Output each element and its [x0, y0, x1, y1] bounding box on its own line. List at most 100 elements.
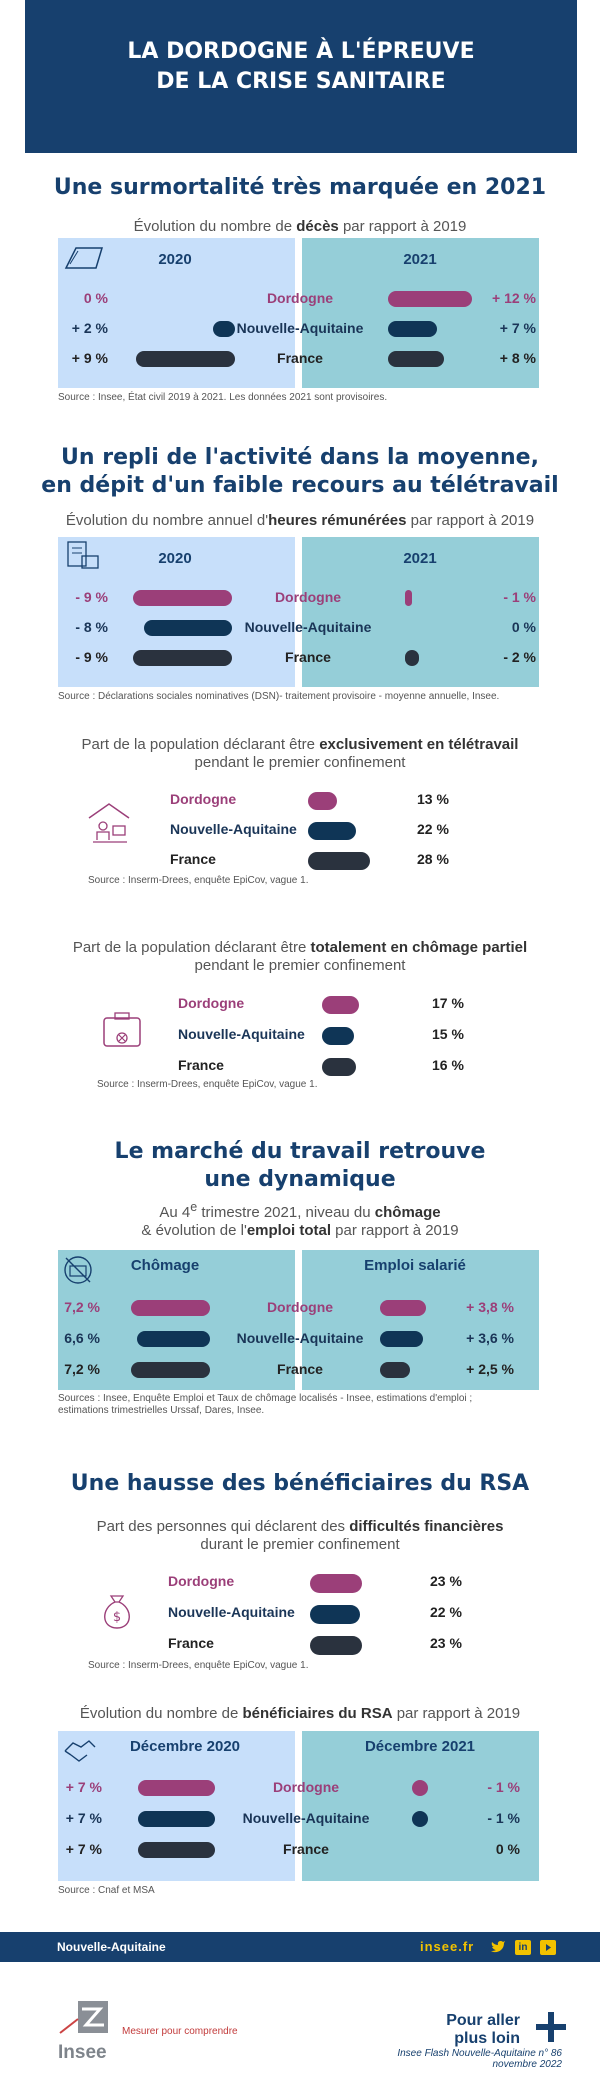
- section1-right-bar-nouvelle-aquitaine: [388, 321, 437, 337]
- section4-bar-france: [310, 1636, 362, 1655]
- rsa-left-bar-france: [138, 1842, 215, 1858]
- partial-value-nouvelle-aquitaine: 15 %: [432, 1026, 464, 1042]
- section3-label-nouvelle-aquitaine: Nouvelle-Aquitaine: [236, 1330, 364, 1346]
- section1-left-value-france: + 9 %: [71, 350, 108, 366]
- rsa-label-france: France: [283, 1841, 329, 1857]
- rsa-left-value-nouvelle-aquitaine: + 7 %: [65, 1810, 102, 1826]
- section4-label-nouvelle-aquitaine: Nouvelle-Aquitaine: [168, 1604, 295, 1620]
- page-title-line1: LA DORDOGNE À L'ÉPREUVE: [127, 39, 475, 64]
- rsa-subtitle: Évolution du nombre de bénéficiaires du …: [79, 1705, 521, 1722]
- telework-source: Source : Inserm-Drees, enquête EpiCov, v…: [88, 875, 309, 886]
- section4-source: Source : Inserm-Drees, enquête EpiCov, v…: [88, 1660, 309, 1671]
- section1-left-value-nouvelle-aquitaine: + 2 %: [71, 320, 108, 336]
- telework-bar-france: [308, 852, 370, 870]
- publication-reference: Insee Flash Nouvelle-Aquitaine n° 86 nove…: [397, 2048, 562, 2070]
- section1-left-value-dordogne: 0 %: [83, 290, 108, 306]
- briefcase-cross-icon: [103, 1012, 141, 1047]
- section4-value-france: 23 %: [430, 1635, 462, 1651]
- insee-logo-mark: [59, 2001, 108, 2034]
- page-header: LA DORDOGNE À L'ÉPREUVE DE LA CRISE SANI…: [25, 0, 577, 153]
- twitter-icon[interactable]: [490, 1940, 506, 1955]
- section2-left-bar-nouvelle-aquitaine: [144, 620, 232, 636]
- section3-left-value-france: 7,2 %: [64, 1361, 100, 1377]
- section2-left-bar-france: [133, 650, 232, 666]
- telework-bar-dordogne: [308, 792, 337, 810]
- section3-right-bar-france: [380, 1362, 410, 1378]
- rsa-left-bar-dordogne: [138, 1780, 215, 1796]
- section2-label-dordogne: Dordogne: [274, 589, 342, 605]
- section4-subtitle: Part des personnes qui déclarent des dif…: [96, 1518, 504, 1553]
- section2-left-value-nouvelle-aquitaine: - 8 %: [75, 619, 108, 635]
- section4-title: Une hausse des bénéficiaires du RSA: [70, 1471, 530, 1496]
- section3-col-unemployment: Chômage: [130, 1257, 200, 1274]
- section3-subtitle: Au 4e trimestre 2021, niveau du chômage …: [141, 1200, 459, 1239]
- handshake-icon: [64, 1740, 96, 1762]
- section2-left-value-dordogne: - 9 %: [75, 589, 108, 605]
- section3-right-value-nouvelle-aquitaine: + 3,6 %: [466, 1330, 514, 1346]
- coffin-icon: [64, 247, 104, 269]
- section3-right-bar-dordogne: [380, 1300, 426, 1316]
- partial-label-nouvelle-aquitaine: Nouvelle-Aquitaine: [178, 1026, 305, 1042]
- rsa-right-value-france: 0 %: [495, 1841, 520, 1857]
- section3-source: Sources : Insee, Enquête Emploi et Taux …: [58, 1393, 473, 1416]
- section2-title: Un repli de l'activité dans la moyenne, e…: [41, 445, 559, 498]
- section1-label-france: France: [277, 350, 323, 366]
- partial-value-dordogne: 17 %: [432, 995, 464, 1011]
- partial-bar-nouvelle-aquitaine: [322, 1027, 355, 1045]
- rsa-col-2021: Décembre 2021: [364, 1738, 476, 1755]
- section3-label-france: France: [277, 1361, 323, 1377]
- rsa-col-2020: Décembre 2020: [129, 1738, 241, 1755]
- section2-source: Source : Déclarations sociales nominativ…: [58, 691, 500, 702]
- document-computer-icon: [67, 541, 99, 569]
- section4-bar-nouvelle-aquitaine: [310, 1605, 360, 1624]
- telework-subtitle: Part de la population déclarant être exc…: [81, 736, 519, 771]
- rsa-left-value-dordogne: + 7 %: [65, 1779, 102, 1795]
- telework-label-nouvelle-aquitaine: Nouvelle-Aquitaine: [170, 821, 297, 837]
- section1-col-2021: 2021: [403, 251, 437, 268]
- plus-icon[interactable]: [536, 2012, 566, 2042]
- section3-title: Le marché du travail retrouve une dynamiq…: [114, 1139, 486, 1192]
- rsa-right-panel: [302, 1731, 539, 1881]
- section2-right-value-france: - 2 %: [503, 649, 536, 665]
- section2-label-france: France: [285, 649, 331, 665]
- page-title: LA DORDOGNE À L'ÉPREUVE DE LA CRISE SANI…: [25, 0, 577, 97]
- section2-left-value-france: - 9 %: [75, 649, 108, 665]
- section4-bar-dordogne: [310, 1574, 362, 1593]
- insee-logo: Insee: [58, 1999, 113, 2063]
- section4-label-dordogne: Dordogne: [168, 1573, 235, 1589]
- footer-region: Nouvelle-Aquitaine: [57, 1940, 166, 1954]
- telework-bar-nouvelle-aquitaine: [308, 822, 357, 840]
- section2-col-2020: 2020: [158, 550, 192, 567]
- partial-value-france: 16 %: [432, 1057, 464, 1073]
- section2-right-bar-dordogne: [405, 590, 412, 606]
- partial-label-france: France: [178, 1057, 224, 1073]
- footer-site-link[interactable]: insee.fr: [420, 1939, 475, 1954]
- telework-value-dordogne: 13 %: [417, 791, 449, 807]
- page-title-line2: DE LA CRISE SANITAIRE: [156, 69, 446, 94]
- section1-left-bar-france: [136, 351, 235, 367]
- linkedin-icon[interactable]: in: [515, 1940, 531, 1955]
- youtube-icon[interactable]: [540, 1940, 556, 1955]
- section2-right-value-dordogne: - 1 %: [503, 589, 536, 605]
- section1-right-bar-dordogne: [388, 291, 472, 307]
- section1-title: Une surmortalité très marquée en 2021: [53, 175, 547, 200]
- section3-right-value-france: + 2,5 %: [466, 1361, 514, 1377]
- partial-label-dordogne: Dordogne: [178, 995, 245, 1011]
- section1-right-value-france: + 8 %: [499, 350, 536, 366]
- section3-left-value-nouvelle-aquitaine: 6,6 %: [64, 1330, 100, 1346]
- section4-label-france: France: [168, 1635, 214, 1651]
- rsa-right-bar-dordogne: [412, 1780, 428, 1796]
- section3-col-employment: Emploi salarié: [364, 1257, 466, 1274]
- more-info-link[interactable]: Pour aller plus loin: [446, 2012, 520, 2047]
- money-bag-icon: $: [104, 1595, 130, 1629]
- insee-tagline: Mesurer pour comprendre: [122, 2026, 238, 2037]
- telework-label-france: France: [170, 851, 216, 867]
- section3-left-bar-nouvelle-aquitaine: [137, 1331, 210, 1347]
- section1-right-bar-france: [388, 351, 444, 367]
- section2-label-nouvelle-aquitaine: Nouvelle-Aquitaine: [244, 619, 372, 635]
- rsa-right-bar-nouvelle-aquitaine: [412, 1811, 428, 1827]
- telework-value-nouvelle-aquitaine: 22 %: [417, 821, 449, 837]
- section3-left-value-dordogne: 7,2 %: [64, 1299, 100, 1315]
- partial-bar-france: [322, 1058, 357, 1076]
- section3-right-bar-nouvelle-aquitaine: [380, 1331, 424, 1347]
